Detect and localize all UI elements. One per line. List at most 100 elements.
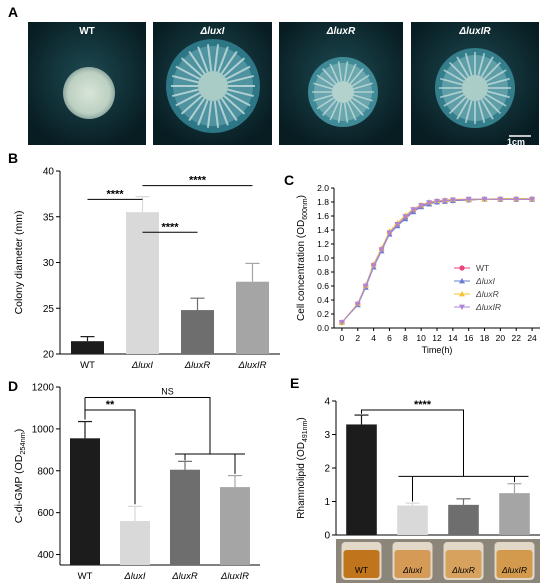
plate-luxi: ΔluxI — [153, 22, 272, 145]
colony-ray — [343, 102, 349, 123]
x-tick-label: 8 — [403, 333, 408, 343]
colony-luxr — [279, 22, 403, 145]
x-tick-label: 10 — [416, 333, 426, 343]
colony-ray — [322, 99, 337, 116]
y-axis-label: Colony diameter (mm) — [13, 211, 25, 315]
x-tick-label: 22 — [511, 333, 521, 343]
colony-ray — [456, 98, 470, 120]
colony-ray — [351, 74, 370, 87]
y-tick-label: 2.0 — [317, 183, 329, 193]
colony-wt — [28, 22, 146, 145]
x-tick-label: 6 — [387, 333, 392, 343]
bar — [71, 341, 104, 354]
y-tick-label: 400 — [37, 550, 54, 561]
data-point — [426, 200, 433, 206]
x-tick-label: WT — [80, 360, 95, 371]
x-tick-label: ΔluxR — [184, 360, 211, 371]
data-point — [513, 196, 520, 203]
tube-liquid — [343, 550, 380, 578]
data-point — [418, 203, 425, 209]
colony-ray — [206, 44, 213, 72]
colony-ray — [180, 57, 203, 77]
series-line — [341, 198, 533, 323]
x-tick-label: ΔluxIR — [237, 360, 266, 371]
colony-ray — [337, 102, 343, 123]
colony-ray — [329, 101, 340, 121]
x-tick-label: ΔluxI — [123, 571, 146, 582]
colony-ray — [220, 97, 238, 122]
colony-ray — [477, 52, 486, 76]
data-point — [362, 283, 369, 289]
colony-ray — [464, 52, 473, 76]
data-point — [481, 196, 488, 203]
x-tick-label: WT — [355, 565, 368, 575]
series-ΔluxI — [338, 196, 536, 325]
y-tick-label: 40 — [43, 167, 55, 178]
colony-ray — [349, 68, 364, 85]
colony-ray — [443, 93, 465, 107]
colony-ray — [171, 74, 199, 84]
significance-line — [361, 409, 464, 477]
plate-luxr: ΔluxR — [279, 22, 403, 145]
colony-ray — [448, 96, 467, 115]
colony-ray — [329, 63, 340, 83]
y-tick-label: 2 — [324, 464, 330, 475]
colony-ray — [346, 63, 357, 83]
colony-ray — [337, 61, 343, 82]
tube-liquid — [445, 550, 482, 578]
data-point — [354, 301, 361, 308]
panel-a: A WT Δl — [0, 0, 550, 150]
bar — [181, 310, 214, 354]
bar — [170, 469, 200, 565]
data-point — [465, 196, 472, 203]
y-tick-label: 1.6 — [317, 211, 329, 221]
y-tick-label: 0.4 — [317, 295, 329, 305]
data-point — [402, 214, 409, 220]
data-point — [338, 320, 345, 326]
data-point — [386, 230, 393, 236]
colony-ray — [353, 82, 373, 90]
significance-label: ** — [106, 399, 115, 411]
colony-ray — [171, 88, 199, 98]
bar — [448, 504, 479, 535]
colony-ray — [346, 101, 357, 121]
plate-label-wt: WT — [79, 26, 95, 37]
y-axis-label: Cell concentration (OD600nm) — [296, 195, 309, 321]
colony-ray — [480, 56, 494, 78]
chart-e: 0 1 2 3 4 Rhamnolipid (OD491nm) **** WT ΔluxI Δlu… — [296, 397, 540, 583]
data-point — [449, 197, 456, 203]
tube-liquid — [496, 550, 533, 578]
chart-b: 20 25 30 35 40 WT ΔluxI ΔluxR ΔluxIR Colony diame… — [13, 167, 280, 371]
y-axis-label: Rhamnolipid (OD491nm) — [296, 417, 309, 518]
y-tick-label: 1.4 — [317, 225, 329, 235]
bar — [236, 281, 269, 354]
colony-ray — [343, 61, 349, 82]
tube-liquid — [394, 550, 431, 578]
panel-label-a: A — [8, 4, 19, 20]
data-point — [434, 198, 440, 205]
colony-ray — [443, 69, 465, 83]
significance-label: **** — [106, 188, 124, 200]
data-point — [394, 222, 401, 228]
significance-label: NS — [161, 386, 174, 396]
y-tick-label: 20 — [43, 350, 55, 361]
colony-ray — [464, 100, 473, 124]
x-tick-label: 14 — [448, 333, 458, 343]
colony-ray — [487, 77, 511, 86]
colony-ray — [351, 97, 370, 110]
colony-ray — [485, 69, 507, 83]
colony-ray — [175, 65, 201, 80]
colony-ray — [313, 94, 333, 102]
x-tick-label: 18 — [480, 333, 490, 343]
data-point — [459, 291, 465, 297]
colony-ray — [223, 95, 246, 115]
plate-wt: WT — [28, 22, 146, 145]
data-point — [370, 263, 377, 269]
data-point — [459, 278, 465, 284]
series-WT — [339, 196, 535, 325]
y-tick-label: 0 — [324, 531, 330, 542]
bar — [70, 438, 100, 565]
colony-luxir — [411, 22, 539, 145]
scale-bar-label: 1cm — [507, 137, 526, 145]
y-tick-label: 1.8 — [317, 197, 329, 207]
